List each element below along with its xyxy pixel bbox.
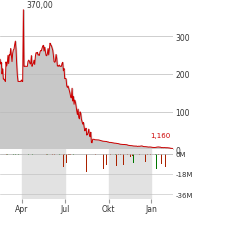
Bar xyxy=(64,154,65,155)
Bar xyxy=(145,154,146,162)
Bar xyxy=(12,154,13,155)
Bar xyxy=(116,154,117,166)
Bar xyxy=(110,154,111,155)
Bar xyxy=(143,154,144,155)
Bar xyxy=(67,154,68,155)
Bar xyxy=(134,154,135,155)
Bar xyxy=(165,154,166,167)
Bar xyxy=(27,154,28,155)
Bar xyxy=(113,154,114,155)
Bar xyxy=(79,154,80,155)
Bar xyxy=(119,154,120,155)
Bar xyxy=(127,154,128,155)
Bar xyxy=(147,154,148,155)
Text: 1,160: 1,160 xyxy=(150,132,170,138)
Bar xyxy=(88,154,89,155)
Bar xyxy=(65,154,66,155)
Bar xyxy=(132,154,133,156)
Bar xyxy=(136,154,137,155)
Bar xyxy=(68,154,69,155)
Bar xyxy=(69,154,70,155)
Bar xyxy=(157,154,158,155)
Bar xyxy=(38,154,39,155)
Bar xyxy=(61,154,62,155)
Bar xyxy=(160,154,161,155)
Bar xyxy=(139,154,140,155)
Bar xyxy=(18,154,19,155)
Bar xyxy=(101,154,102,155)
Bar xyxy=(54,154,55,155)
Bar xyxy=(80,154,81,155)
Bar xyxy=(106,154,107,165)
Bar xyxy=(7,154,8,155)
Bar xyxy=(15,154,16,155)
Bar xyxy=(161,154,162,164)
Bar xyxy=(53,154,54,155)
Bar xyxy=(66,154,67,163)
Bar xyxy=(71,154,72,155)
Bar xyxy=(103,154,104,170)
Bar xyxy=(120,154,121,155)
Bar xyxy=(48,154,49,155)
Bar xyxy=(123,154,124,165)
Bar xyxy=(122,154,123,155)
Bar xyxy=(141,154,142,155)
Bar xyxy=(32,154,33,155)
Bar xyxy=(63,154,64,167)
Bar xyxy=(4,154,5,155)
Bar xyxy=(22,150,65,199)
Bar xyxy=(46,154,47,155)
Bar xyxy=(168,154,169,155)
Bar xyxy=(42,154,43,155)
Bar xyxy=(129,154,130,155)
Bar xyxy=(29,154,30,155)
Bar xyxy=(78,154,79,155)
Bar xyxy=(150,154,151,155)
Bar xyxy=(108,154,109,155)
Bar xyxy=(60,154,61,155)
Bar xyxy=(109,150,151,199)
Bar xyxy=(86,154,87,172)
Bar xyxy=(47,154,48,155)
Bar xyxy=(130,154,131,157)
Bar xyxy=(81,154,82,155)
Bar xyxy=(37,154,38,155)
Bar xyxy=(133,154,134,163)
Bar xyxy=(118,154,119,155)
Bar xyxy=(35,154,36,155)
Bar xyxy=(131,154,132,155)
Bar xyxy=(34,154,35,155)
Text: 370,00: 370,00 xyxy=(27,1,54,9)
Bar xyxy=(22,154,23,155)
Bar xyxy=(59,154,60,155)
Bar xyxy=(115,154,116,155)
Bar xyxy=(73,154,74,155)
Bar xyxy=(91,154,92,155)
Bar xyxy=(40,154,41,155)
Bar xyxy=(128,154,129,155)
Bar xyxy=(6,154,7,155)
Bar xyxy=(124,154,125,155)
Bar xyxy=(39,154,40,155)
Bar xyxy=(156,154,157,170)
Bar xyxy=(28,154,29,155)
Bar xyxy=(158,154,159,155)
Bar xyxy=(25,154,26,155)
Bar xyxy=(70,154,71,155)
Bar xyxy=(56,154,57,155)
Bar xyxy=(52,154,53,155)
Bar xyxy=(155,154,156,155)
Bar xyxy=(96,154,97,155)
Bar xyxy=(95,154,96,155)
Bar xyxy=(104,154,105,155)
Bar xyxy=(5,154,6,155)
Bar xyxy=(13,154,14,155)
Bar xyxy=(162,154,163,155)
